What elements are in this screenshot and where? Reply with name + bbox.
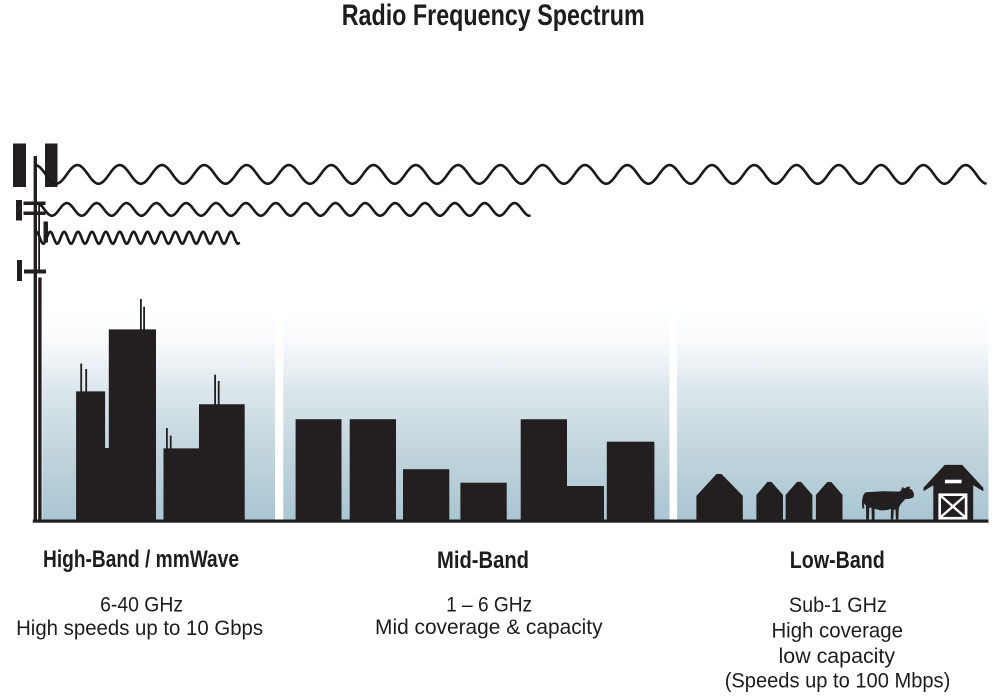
svg-text:1 – 6 GHz: 1 – 6 GHz [446,594,532,617]
svg-text:Sub-1 GHz: Sub-1 GHz [789,594,887,617]
svg-text:Radio Frequency Spectrum: Radio Frequency Spectrum [342,0,645,32]
svg-text:Mid coverage & capacity: Mid coverage & capacity [375,616,603,639]
svg-text:High coverage: High coverage [771,619,903,642]
svg-text:High speeds up to 10 Gbps: High speeds up to 10 Gbps [16,617,263,640]
svg-text:low capacity: low capacity [779,645,896,668]
svg-text:Mid-Band: Mid-Band [437,547,529,574]
svg-text:High-Band / mmWave: High-Band / mmWave [43,546,239,573]
svg-text:Low-Band: Low-Band [790,547,885,574]
svg-text:6-40 GHz: 6-40 GHz [100,594,183,617]
svg-text:(Speeds up to 100 Mbps): (Speeds up to 100 Mbps) [725,670,951,693]
